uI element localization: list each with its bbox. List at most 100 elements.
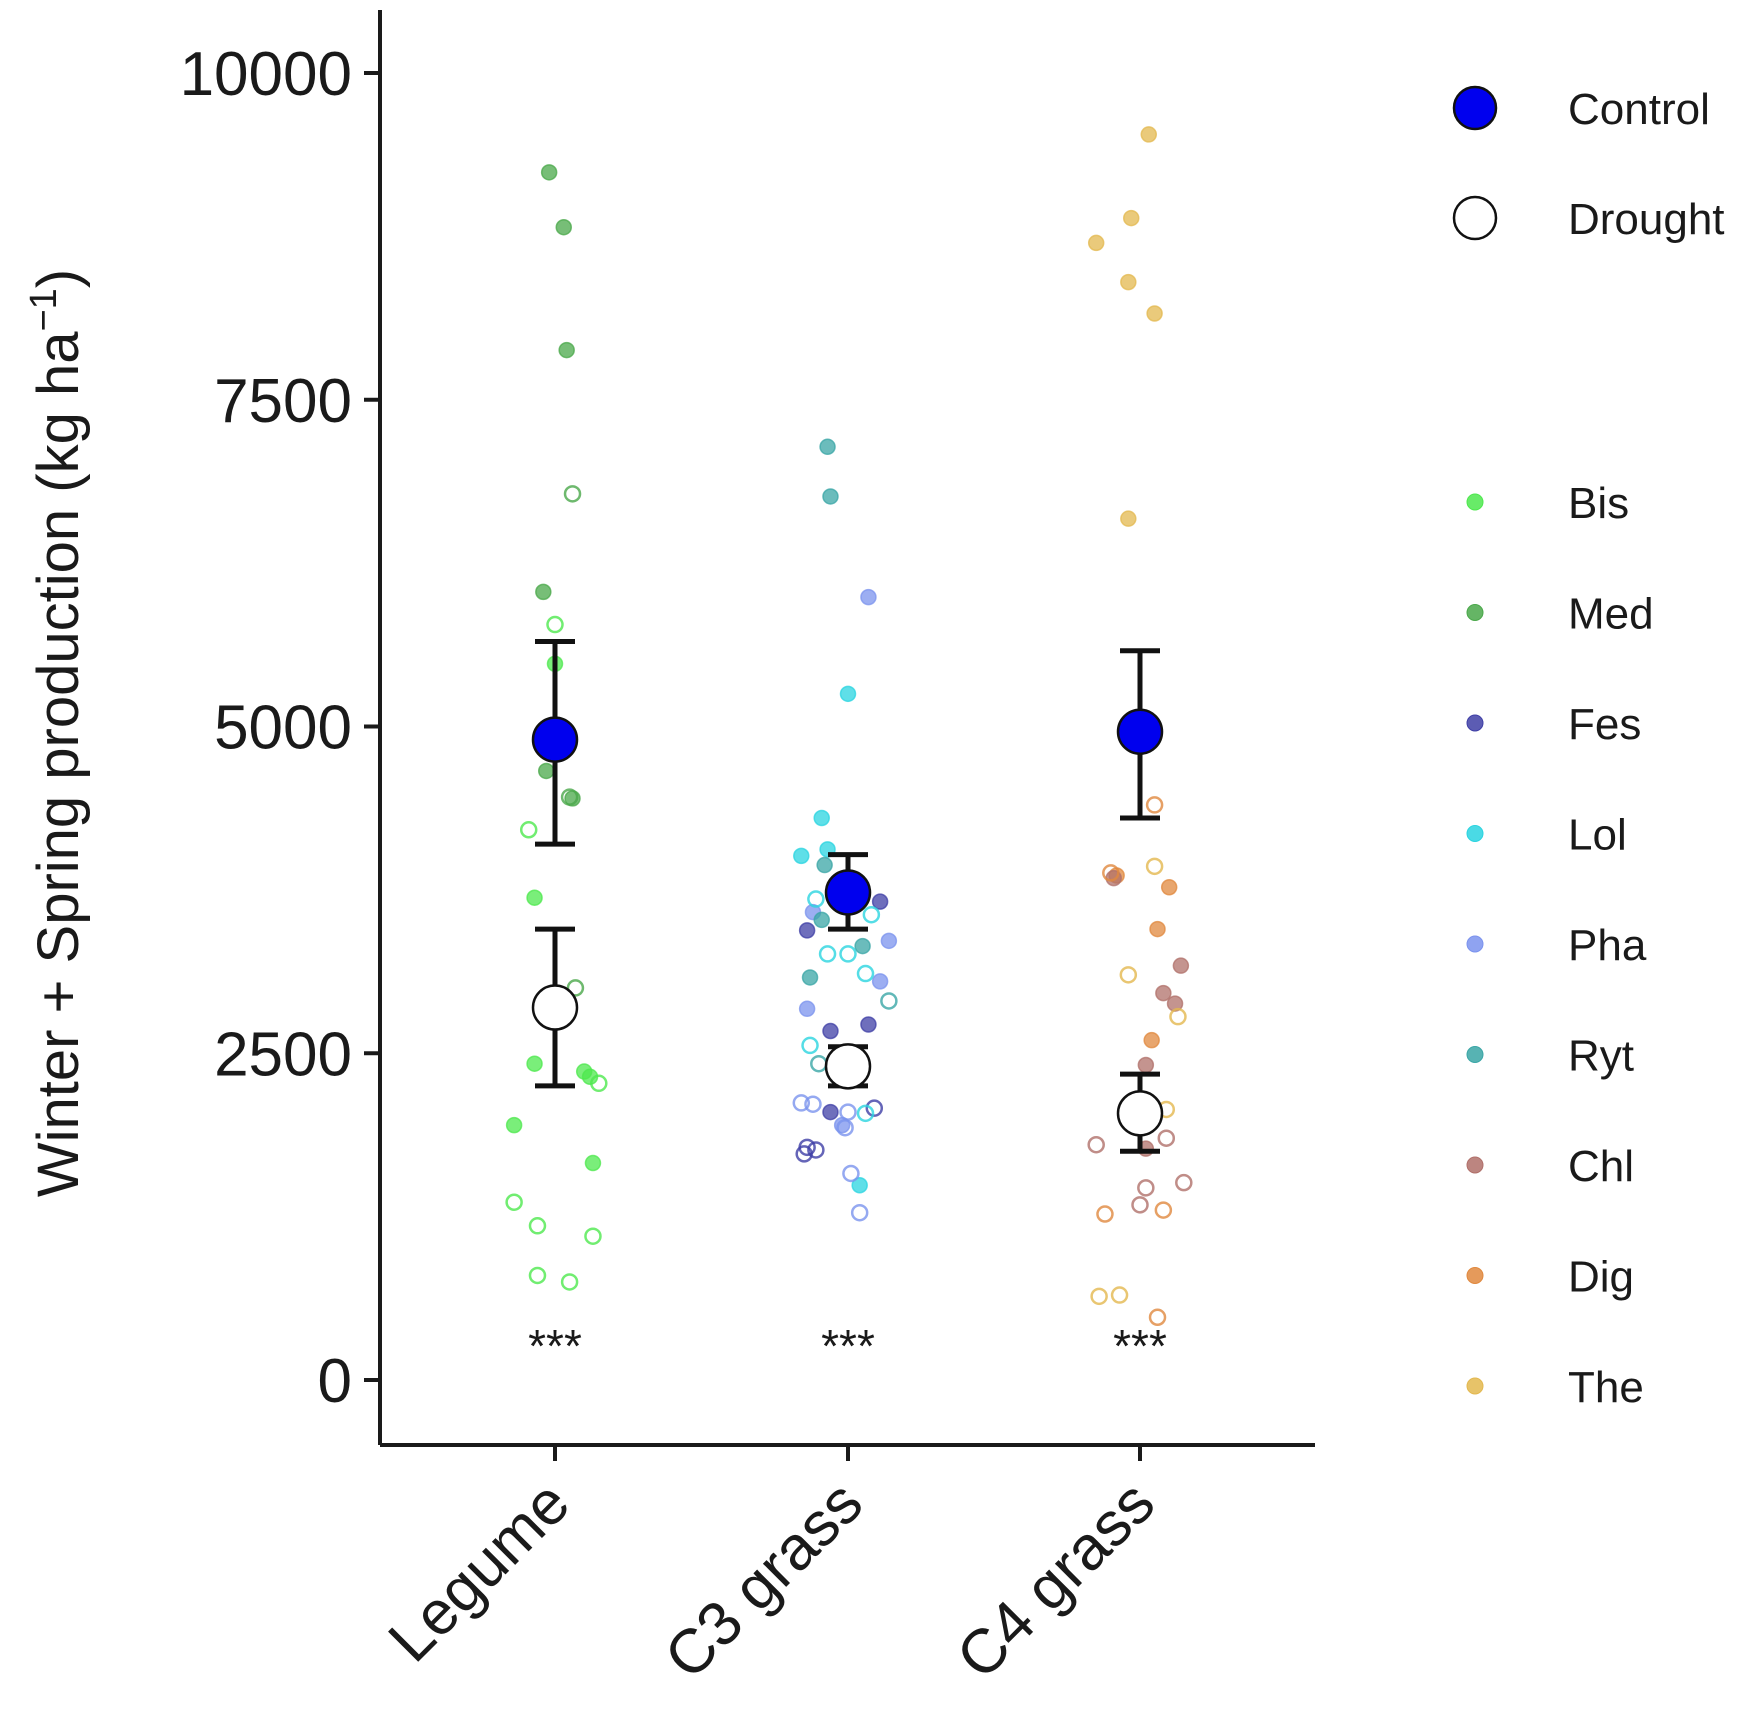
point-c3-grass-fes-drought-62 [795, 1145, 813, 1163]
legend-label-the: The [1568, 1363, 1644, 1412]
significance-c3-grass: *** [821, 1320, 875, 1372]
point-c3-grass-lol-drought-58 [856, 1104, 875, 1123]
point-c3-grass-ryt-control-38 [801, 969, 819, 986]
x-tick-label-c4-grass: C4 grass [944, 1468, 1168, 1692]
legend-label-ryt: Ryt [1568, 1032, 1634, 1081]
legend-key-drought [1452, 195, 1498, 241]
point-legume-med-control-0 [540, 164, 558, 181]
point-c3-grass-pha-drought-55 [804, 1095, 822, 1113]
legend-label-lol: Lol [1568, 811, 1627, 860]
legend-key-fes [1466, 714, 1484, 732]
point-legume-bis-drought-21 [584, 1227, 602, 1245]
legend-label-med: Med [1568, 590, 1654, 639]
point-c3-grass-pha-drought-64 [850, 1203, 869, 1222]
mean-legume-control [531, 716, 579, 763]
legend-label-drought: Drought [1568, 195, 1725, 244]
legend-label-chl: Chl [1568, 1142, 1634, 1191]
point-legume-bis-drought-14 [546, 615, 564, 634]
point-c3-grass-fes-control-42 [822, 1022, 839, 1040]
y-axis-title: Winter + Spring production (kg ha−1) [23, 269, 91, 1197]
y-tick-label-7500: 7500 [214, 367, 352, 436]
point-c4-grass-chl-drought-87 [1157, 1129, 1176, 1147]
point-c3-grass-fes-drought-56 [865, 1099, 884, 1117]
point-c4-grass-dig-drought-81 [1145, 796, 1164, 814]
point-c4-grass-chl-drought-88 [1087, 1135, 1105, 1154]
data-points [505, 126, 1193, 1327]
point-c3-grass-lol-drought-48 [818, 945, 837, 963]
legend-key-lol [1466, 825, 1484, 842]
point-c4-grass-chl-control-79 [1137, 1056, 1155, 1074]
legend-key-pha [1466, 935, 1484, 953]
significance-labels: *** *** *** [528, 1320, 1167, 1372]
legend-key-dig [1466, 1267, 1484, 1284]
mean-c3-grass-control [824, 869, 872, 916]
point-legume-bis-drought-19 [505, 1193, 523, 1211]
point-c4-grass-dig-drought-93 [1096, 1205, 1114, 1223]
y-axis-title-exponent: −1 [23, 288, 65, 331]
point-c3-grass-pha-control-36 [880, 932, 898, 950]
point-c3-grass-fes-control-43 [822, 1103, 839, 1121]
mean-legume-drought [531, 984, 579, 1031]
point-c4-grass-chl-drought-89 [1175, 1173, 1193, 1192]
point-c3-grass-fes-drought-61 [807, 1141, 825, 1159]
point-c4-grass-chl-drought-91 [1131, 1196, 1149, 1214]
legend-label-control: Control [1568, 85, 1710, 134]
point-c3-grass-lol-drought-50 [856, 964, 875, 983]
point-c3-grass-ryt-control-34 [813, 911, 830, 929]
point-c4-grass-dig-control-74 [1149, 920, 1166, 938]
point-c4-grass-dig-control-73 [1160, 879, 1178, 896]
point-c4-grass-chl-control-75 [1172, 957, 1190, 974]
point-c3-grass-ryt-drought-51 [880, 992, 898, 1010]
legend-key-med [1466, 604, 1484, 621]
point-legume-med-drought-15 [560, 788, 579, 806]
mean-c3-grass-drought [824, 1043, 872, 1090]
point-c4-grass-the-control-68 [1120, 273, 1137, 291]
point-c3-grass-pha-control-39 [871, 973, 889, 990]
point-c4-grass-dig-drought-83 [1102, 864, 1120, 882]
point-c3-grass-ryt-control-31 [816, 856, 833, 874]
point-c4-grass-chl-control-76 [1155, 984, 1172, 1002]
point-c3-grass-lol-drought-52 [801, 1036, 819, 1055]
point-legume-med-control-1 [555, 218, 573, 236]
point-c4-grass-the-drought-84 [1119, 966, 1138, 984]
point-c3-grass-fes-control-35 [798, 922, 816, 939]
point-legume-med-control-5 [537, 762, 555, 780]
point-c4-grass-the-drought-85 [1169, 1007, 1187, 1026]
point-c3-grass-pha-control-40 [798, 1000, 816, 1018]
point-legume-bis-drought-23 [560, 1273, 579, 1291]
point-c3-grass-lol-drought-49 [839, 945, 857, 963]
point-c4-grass-the-drought-82 [1145, 857, 1164, 876]
significance-legume: *** [528, 1320, 582, 1372]
point-c3-grass-lol-drought-47 [862, 905, 881, 924]
point-c4-grass-the-control-70 [1120, 510, 1137, 527]
x-tick-label-legume: Legume [376, 1468, 583, 1675]
point-legume-med-drought-17 [566, 979, 585, 997]
point-c3-grass-pha-drought-54 [792, 1094, 811, 1112]
point-c4-grass-the-control-67 [1087, 234, 1105, 252]
point-c3-grass-lol-control-27 [839, 685, 857, 703]
legend-key-the [1466, 1377, 1484, 1395]
legend-key-chl [1466, 1156, 1484, 1174]
point-c3-grass-pha-drought-57 [839, 1103, 857, 1121]
point-legume-med-control-3 [535, 583, 552, 601]
point-c3-grass-pha-drought-63 [842, 1164, 860, 1183]
legend-key-ryt [1466, 1046, 1484, 1063]
y-tick-label-10000: 10000 [180, 40, 352, 109]
point-c4-grass-the-drought-95 [1110, 1286, 1129, 1304]
legend-label-pha: Pha [1568, 921, 1647, 970]
mean-c4-grass-control [1116, 708, 1164, 755]
y-tick-label-5000: 5000 [214, 694, 352, 763]
point-c4-grass-the-control-66 [1122, 209, 1140, 227]
y-tick-label-2500: 2500 [214, 1020, 352, 1089]
legend-label-bis: Bis [1568, 479, 1629, 528]
y-tick-label-0: 0 [318, 1347, 352, 1416]
point-c4-grass-the-control-69 [1146, 305, 1163, 322]
mean-c4-grass-drought [1116, 1090, 1164, 1137]
point-c3-grass-lol-control-28 [813, 809, 830, 827]
point-c4-grass-dig-drought-92 [1154, 1201, 1173, 1219]
x-tick-label-c3-grass: C3 grass [652, 1468, 876, 1692]
point-c4-grass-chl-drought-90 [1137, 1179, 1155, 1197]
point-c3-grass-fes-control-41 [860, 1016, 877, 1033]
axes: 0 2500 5000 7500 10000 Legume C3 grass C4 grass [180, 10, 1315, 1692]
